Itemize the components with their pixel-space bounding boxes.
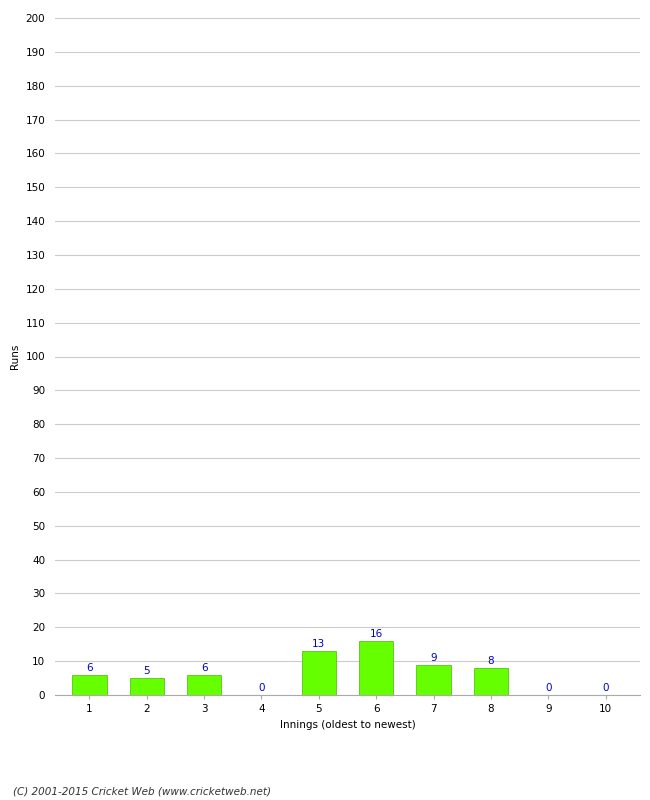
X-axis label: Innings (oldest to newest): Innings (oldest to newest) [280,719,415,730]
Bar [187,674,221,695]
Text: 0: 0 [258,683,265,694]
Text: 6: 6 [86,663,93,673]
Text: 0: 0 [603,683,609,694]
Bar [302,651,336,695]
Text: 0: 0 [545,683,551,694]
Bar [359,641,393,695]
Text: 16: 16 [370,629,383,639]
Text: 8: 8 [488,656,494,666]
Text: (C) 2001-2015 Cricket Web (www.cricketweb.net): (C) 2001-2015 Cricket Web (www.cricketwe… [13,786,271,796]
Bar [416,665,450,695]
Bar [72,674,107,695]
Text: 9: 9 [430,653,437,663]
Text: 5: 5 [144,666,150,676]
Text: 6: 6 [201,663,207,673]
Y-axis label: Runs: Runs [10,344,20,369]
Text: 13: 13 [312,639,326,650]
Bar [474,668,508,695]
Bar [129,678,164,695]
